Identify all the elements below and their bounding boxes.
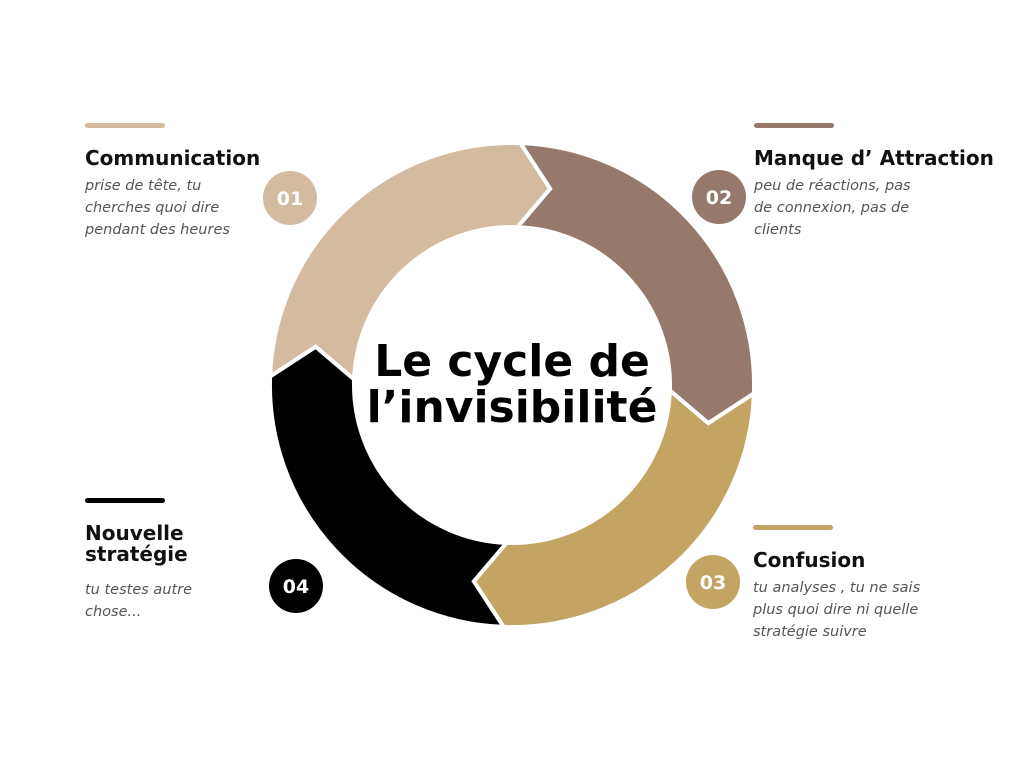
title: Le cycle de — [374, 336, 650, 387]
step-heading: Manque d’ Attraction — [754, 146, 994, 170]
description-line: cherches quoi dire — [85, 200, 220, 216]
description-line: stratégie suivre — [753, 624, 867, 640]
accent-bar — [754, 123, 834, 128]
step-description: prise de tête, tu cherches quoi dire penda… — [85, 175, 260, 241]
description-line: clients — [754, 222, 802, 238]
title: l’invisibilité — [367, 382, 658, 433]
step-badge — [269, 559, 323, 613]
description-line: peu de réactions, pas — [754, 178, 911, 194]
description-line: chose... — [85, 604, 142, 620]
step-number: 03 — [700, 572, 726, 594]
step-block: Communication prise de tête, tu cherches q… — [85, 123, 260, 241]
description-line: pendant des heures — [85, 222, 230, 238]
step-badge — [692, 170, 746, 224]
step-description: peu de réactions, pas de connexion, pas d… — [754, 175, 994, 241]
accent-bar — [85, 123, 165, 128]
step-number: 01 — [277, 188, 303, 210]
accent-bar — [753, 525, 833, 530]
description-line: tu testes autre — [85, 582, 193, 598]
step-block: Confusion tu analyses , tu ne sais plus qu… — [753, 525, 920, 643]
step-block: Nouvelle stratégie tu testes autre chose... — [85, 498, 192, 623]
step-description: tu analyses , tu ne sais plus quoi dire n… — [753, 577, 920, 643]
accent-bar — [85, 498, 165, 503]
step-heading: Communication — [85, 146, 261, 170]
description-line: de connexion, pas de — [754, 200, 910, 216]
description-line: plus quoi dire ni quelle — [753, 602, 919, 618]
step-badge — [263, 171, 317, 225]
step-heading: Nouvelle — [85, 521, 184, 545]
description-line: prise de tête, tu — [85, 178, 202, 194]
step-number: 04 — [283, 576, 309, 598]
step-number: 02 — [706, 187, 732, 209]
step-badge — [686, 555, 740, 609]
step-heading: Confusion — [753, 548, 866, 572]
step-heading: stratégie — [85, 542, 188, 566]
step-block: Manque d’ Attraction peu de réactions, pa… — [754, 123, 994, 241]
step-description: tu testes autre chose... — [85, 579, 192, 623]
description-line: tu analyses , tu ne sais — [753, 580, 921, 596]
cycle-segment — [267, 344, 511, 630]
